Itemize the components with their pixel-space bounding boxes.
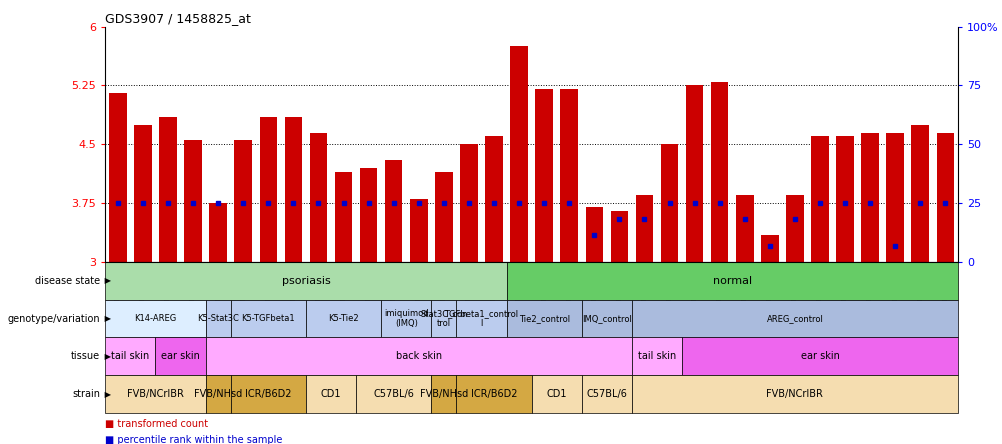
Text: K14-AREG: K14-AREG bbox=[134, 314, 176, 323]
Text: tail skin: tail skin bbox=[111, 351, 149, 361]
Bar bbox=[735, 195, 753, 262]
Bar bbox=[635, 195, 652, 262]
Bar bbox=[205, 337, 631, 375]
Bar bbox=[685, 86, 702, 262]
Bar bbox=[230, 300, 306, 337]
Bar bbox=[460, 144, 477, 262]
Text: C57BL/6: C57BL/6 bbox=[586, 389, 626, 399]
Bar bbox=[535, 89, 552, 262]
Bar bbox=[431, 375, 456, 413]
Text: TGFbeta1_control
l: TGFbeta1_control l bbox=[444, 309, 518, 328]
Bar bbox=[431, 300, 456, 337]
Bar bbox=[786, 195, 803, 262]
Bar bbox=[911, 125, 928, 262]
Text: back skin: back skin bbox=[396, 351, 441, 361]
Bar bbox=[155, 337, 205, 375]
Bar bbox=[631, 337, 681, 375]
Bar bbox=[360, 168, 377, 262]
Bar bbox=[560, 89, 577, 262]
Bar bbox=[356, 375, 431, 413]
Text: ▶: ▶ bbox=[102, 352, 111, 361]
Bar bbox=[531, 375, 581, 413]
Text: FVB/NCrIBR: FVB/NCrIBR bbox=[127, 389, 183, 399]
Bar bbox=[660, 144, 677, 262]
Text: CD1: CD1 bbox=[546, 389, 566, 399]
Text: tissue: tissue bbox=[71, 351, 100, 361]
Bar bbox=[205, 375, 230, 413]
Text: tail skin: tail skin bbox=[637, 351, 675, 361]
Bar bbox=[285, 117, 302, 262]
Bar bbox=[681, 337, 957, 375]
Bar bbox=[585, 207, 602, 262]
Bar bbox=[105, 262, 506, 300]
Text: CD1: CD1 bbox=[321, 389, 341, 399]
Text: FVB/NCrIBR: FVB/NCrIBR bbox=[766, 389, 823, 399]
Bar bbox=[184, 140, 201, 262]
Text: ear skin: ear skin bbox=[800, 351, 839, 361]
Bar bbox=[230, 375, 306, 413]
Bar bbox=[456, 300, 506, 337]
Text: ■ percentile rank within the sample: ■ percentile rank within the sample bbox=[105, 435, 283, 444]
Text: Stat3C_con
trol: Stat3C_con trol bbox=[420, 309, 467, 328]
Text: ▶: ▶ bbox=[102, 276, 111, 285]
Bar bbox=[886, 133, 903, 262]
Text: K5-Tie2: K5-Tie2 bbox=[328, 314, 359, 323]
Text: ▶: ▶ bbox=[102, 314, 111, 323]
Bar bbox=[410, 199, 427, 262]
Bar bbox=[109, 93, 126, 262]
Bar bbox=[435, 172, 452, 262]
Text: psoriasis: psoriasis bbox=[282, 276, 330, 286]
Text: ■ transformed count: ■ transformed count bbox=[105, 419, 208, 429]
Bar bbox=[631, 300, 957, 337]
Bar bbox=[306, 375, 356, 413]
Bar bbox=[710, 82, 727, 262]
Bar bbox=[811, 136, 828, 262]
Text: normal: normal bbox=[711, 276, 752, 286]
Bar bbox=[385, 160, 402, 262]
Bar bbox=[205, 300, 230, 337]
Bar bbox=[306, 300, 381, 337]
Text: ICR/B6D2: ICR/B6D2 bbox=[470, 389, 517, 399]
Bar bbox=[310, 133, 327, 262]
Text: FVB/NHsd: FVB/NHsd bbox=[193, 389, 242, 399]
Bar bbox=[456, 375, 531, 413]
Text: K5-Stat3C: K5-Stat3C bbox=[197, 314, 238, 323]
Bar bbox=[335, 172, 352, 262]
Bar bbox=[105, 375, 205, 413]
Bar bbox=[105, 337, 155, 375]
Text: FVB/NHsd: FVB/NHsd bbox=[419, 389, 468, 399]
Bar bbox=[134, 125, 151, 262]
Bar bbox=[510, 46, 527, 262]
Bar bbox=[836, 136, 853, 262]
Bar bbox=[234, 140, 252, 262]
Text: strain: strain bbox=[72, 389, 100, 399]
Bar bbox=[260, 117, 277, 262]
Text: K5-TGFbeta1: K5-TGFbeta1 bbox=[241, 314, 295, 323]
Bar bbox=[581, 300, 631, 337]
Bar bbox=[209, 203, 226, 262]
Bar bbox=[861, 133, 878, 262]
Text: genotype/variation: genotype/variation bbox=[8, 313, 100, 324]
Text: GDS3907 / 1458825_at: GDS3907 / 1458825_at bbox=[105, 12, 250, 25]
Bar bbox=[761, 234, 778, 262]
Bar bbox=[381, 300, 431, 337]
Bar bbox=[506, 300, 581, 337]
Bar bbox=[105, 300, 205, 337]
Text: Tie2_control: Tie2_control bbox=[518, 314, 569, 323]
Text: ▶: ▶ bbox=[102, 389, 111, 399]
Text: disease state: disease state bbox=[35, 276, 100, 286]
Bar bbox=[485, 136, 502, 262]
Bar bbox=[631, 375, 957, 413]
Bar bbox=[506, 262, 957, 300]
Bar bbox=[610, 211, 627, 262]
Bar bbox=[581, 375, 631, 413]
Text: IMQ_control: IMQ_control bbox=[581, 314, 631, 323]
Text: ear skin: ear skin bbox=[161, 351, 199, 361]
Bar bbox=[936, 133, 953, 262]
Text: AREG_control: AREG_control bbox=[766, 314, 823, 323]
Bar bbox=[159, 117, 176, 262]
Text: imiquimod
(IMQ): imiquimod (IMQ) bbox=[384, 309, 428, 328]
Text: ICR/B6D2: ICR/B6D2 bbox=[244, 389, 292, 399]
Text: C57BL/6: C57BL/6 bbox=[373, 389, 414, 399]
